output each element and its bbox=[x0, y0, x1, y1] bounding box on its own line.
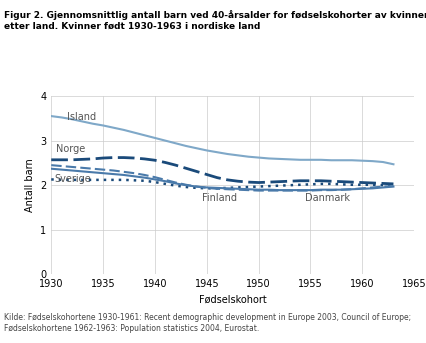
Text: Sverige: Sverige bbox=[54, 174, 91, 184]
Text: Island: Island bbox=[66, 112, 96, 122]
Text: Norge: Norge bbox=[56, 144, 86, 154]
Text: Kilde: Fødselskohortene 1930-1961: Recent demographic development in Europe 2003: Kilde: Fødselskohortene 1930-1961: Recen… bbox=[4, 313, 410, 333]
Y-axis label: Antall barn: Antall barn bbox=[25, 158, 35, 212]
Text: Figur 2. Gjennomsnittlig antall barn ved 40-årsalder for fødselskohorter av kvin: Figur 2. Gjennomsnittlig antall barn ved… bbox=[4, 10, 426, 31]
Text: Danmark: Danmark bbox=[305, 193, 349, 203]
X-axis label: Fødselskohort: Fødselskohort bbox=[199, 295, 266, 305]
Text: Finland: Finland bbox=[201, 193, 236, 203]
